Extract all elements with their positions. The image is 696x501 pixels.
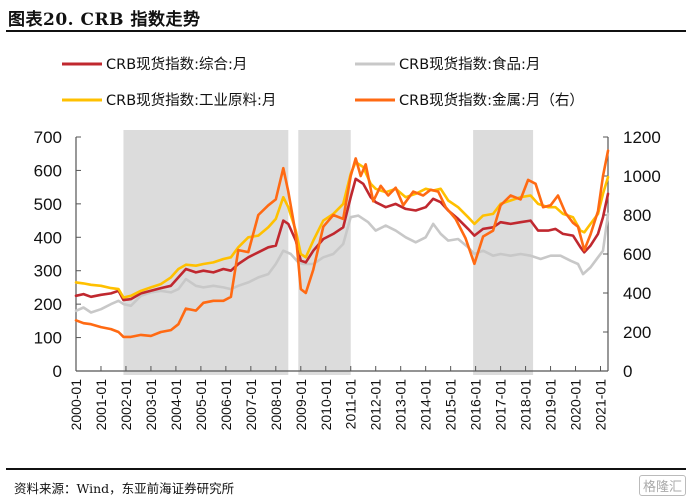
shaded-period: [123, 130, 289, 375]
y-tick-label-left: 600: [34, 161, 62, 180]
series-line: [74, 160, 610, 299]
x-tick-label: 2003-01: [143, 379, 159, 431]
y-tick-label-right: 800: [623, 206, 651, 225]
x-tick-label: 2013-01: [393, 379, 409, 431]
series-lines: [74, 149, 610, 339]
bottom-divider: [6, 468, 686, 470]
x-tick-label: 2008-01: [268, 379, 284, 431]
x-tick-label: 2007-01: [243, 379, 259, 431]
x-tick-label: 2015-01: [443, 379, 459, 431]
x-tick-label: 2014-01: [418, 379, 434, 431]
watermark-logo: 格隆汇: [638, 475, 686, 496]
y-tick-label-right: 400: [623, 284, 651, 303]
y-tick-label-left: 100: [34, 329, 62, 348]
shaded-period: [473, 130, 534, 375]
y-tick-label-left: 700: [34, 128, 62, 147]
y-tick-label-left: 0: [53, 362, 62, 381]
legend-label: CRB现货指数:食品:月: [399, 56, 540, 73]
y-tick-label-left: 200: [34, 295, 62, 314]
series-line: [74, 212, 610, 314]
series-line: [74, 177, 610, 302]
y-tick-label-right: 0: [623, 362, 632, 381]
x-tick-label: 2012-01: [368, 379, 384, 431]
x-tick-label: 2010-01: [318, 379, 334, 431]
y-tick-label-right: 600: [623, 245, 651, 264]
axes: 0 100 200 300 400 500 600 700 0 200 400 600 800 1000 1…: [34, 128, 661, 430]
legend: CRB现货指数:综合:月 CRB现货指数:食品:月 CRB现货指数:工业原料:月 CR…: [62, 56, 584, 109]
chart-title: 图表20. CRB 指数走势: [8, 10, 201, 30]
x-tick-label: 2001-01: [93, 379, 109, 431]
x-tick-label: 2000-01: [68, 379, 84, 431]
x-tick-label: 2020-01: [568, 379, 584, 431]
y-tick-label-right: 200: [623, 323, 651, 342]
y-tick-label-right: 1200: [623, 128, 661, 147]
legend-label: CRB现货指数:工业原料:月: [106, 92, 276, 109]
legend-label: CRB现货指数:综合:月: [106, 56, 247, 73]
source-note: 资料来源：Wind，东亚前海证券研究所: [14, 481, 235, 496]
shaded-period: [298, 130, 351, 375]
x-tick-label: 2005-01: [193, 379, 209, 431]
x-tick-label: 2004-01: [168, 379, 184, 431]
line-chart: CRB现货指数:综合:月 CRB现货指数:食品:月 CRB现货指数:工业原料:月 CR…: [34, 56, 661, 430]
x-tick-label: 2019-01: [543, 379, 559, 431]
y-tick-label-left: 300: [34, 262, 62, 281]
series-line: [74, 149, 610, 339]
x-tick-label: 2017-01: [493, 379, 509, 431]
legend-label: CRB现货指数:金属:月（右）: [399, 92, 584, 109]
y-tick-label-left: 400: [34, 228, 62, 247]
x-tick-label: 2002-01: [118, 379, 134, 431]
y-tick-label-right: 1000: [623, 167, 661, 186]
top-divider: [6, 30, 686, 32]
x-tick-label: 2011-01: [343, 379, 359, 430]
y-tick-label-left: 500: [34, 195, 62, 214]
x-tick-label: 2016-01: [468, 379, 484, 431]
x-tick-label: 2021-01: [593, 379, 609, 431]
x-tick-label: 2006-01: [218, 379, 234, 431]
x-tick-label: 2018-01: [518, 379, 534, 431]
shaded-periods: [123, 130, 534, 375]
x-tick-label: 2009-01: [293, 379, 309, 431]
